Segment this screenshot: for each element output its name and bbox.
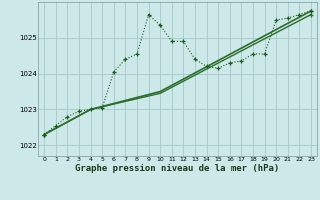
X-axis label: Graphe pression niveau de la mer (hPa): Graphe pression niveau de la mer (hPa): [76, 164, 280, 173]
